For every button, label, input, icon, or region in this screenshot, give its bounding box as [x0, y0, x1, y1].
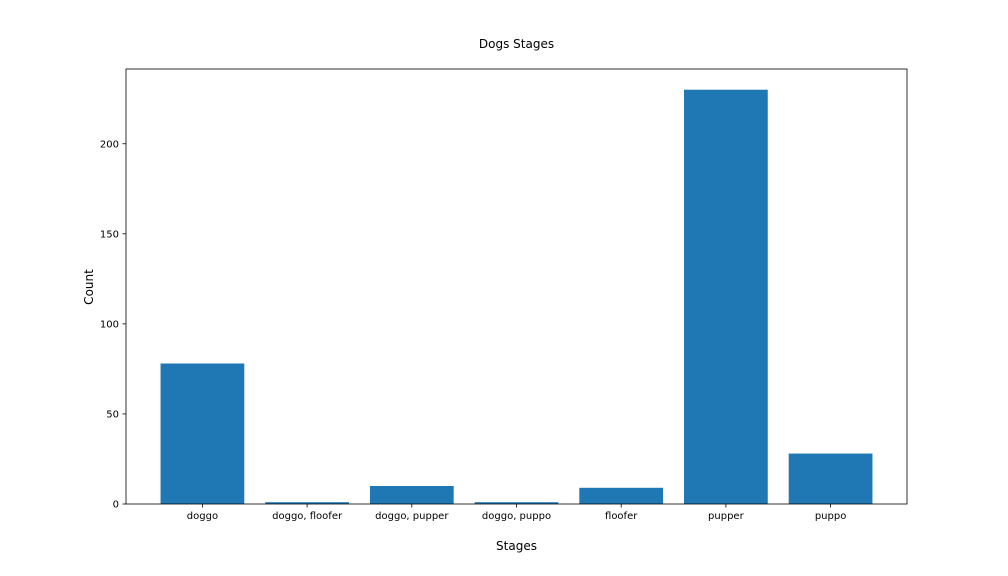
bar-doggo-puppo: [474, 502, 559, 504]
x-tick-label: pupper: [708, 511, 745, 522]
bar-doggo-pupper: [369, 485, 454, 504]
bars-group: [160, 89, 873, 504]
x-tick-label: doggo, puppo: [482, 511, 551, 522]
bar-puppo: [788, 453, 873, 504]
bar-doggo-floofer: [265, 502, 349, 504]
y-tick-label: 150: [100, 229, 119, 240]
x-axis: doggo doggo, floofer doggo, pupper doggo, p…: [187, 504, 847, 522]
y-tick-label: 200: [100, 139, 119, 150]
x-axis-label: Stages: [496, 539, 537, 553]
y-tick-label: 50: [106, 409, 119, 420]
bar-doggo: [160, 363, 245, 504]
x-tick-label: doggo, pupper: [375, 511, 449, 522]
x-tick-label: doggo: [187, 511, 218, 522]
bar-pupper: [684, 89, 768, 504]
x-tick-label: floofer: [605, 511, 638, 522]
y-tick-label: 0: [113, 500, 119, 511]
y-axis-label: Count: [82, 269, 96, 305]
y-tick-label: 100: [100, 319, 119, 330]
y-axis: 0 50 100 150 200: [100, 139, 126, 511]
chart-title: Dogs Stages: [479, 37, 554, 51]
x-tick-label: doggo, floofer: [272, 511, 343, 522]
bar-floofer: [579, 487, 664, 504]
x-tick-label: puppo: [815, 511, 847, 522]
